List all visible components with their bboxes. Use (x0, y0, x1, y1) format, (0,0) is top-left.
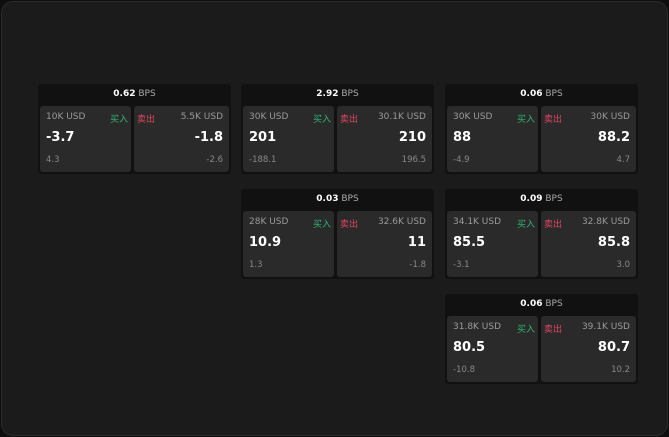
bid-price: 85.5 (453, 235, 486, 250)
spread-value: 2.92 (316, 89, 339, 99)
ask-change: 4.7 (616, 155, 630, 165)
buy-button[interactable]: 10K USD 买入 -3.7 4.3 (40, 106, 131, 172)
quote-card: 0.03 BPS 28K USD 买入 10.9 1.3 卖出 32.6K US… (241, 189, 434, 279)
buy-label: 买入 (312, 220, 331, 230)
ask-change: -1.8 (409, 260, 426, 270)
sell-label: 卖出 (544, 325, 563, 335)
bid-change: -188.1 (249, 155, 277, 165)
ask-price: 210 (398, 130, 426, 145)
bid-price: 80.5 (453, 340, 486, 355)
ask-change: 3.0 (616, 260, 630, 270)
bid-size: 30K USD (453, 112, 493, 122)
ask-change: 10.2 (611, 365, 630, 375)
ask-size: 30K USD (590, 112, 630, 122)
bid-size: 31.8K USD (453, 322, 502, 332)
spread-header: 0.06 BPS (445, 294, 638, 315)
sell-label: 卖出 (137, 115, 156, 125)
quote-card: 0.62 BPS 10K USD 买入 -3.7 4.3 卖出 5.5K USD… (38, 84, 231, 174)
buy-label: 买入 (516, 115, 535, 125)
bid-price: 88 (453, 130, 472, 145)
spread-unit: BPS (545, 299, 563, 309)
spread-unit: BPS (545, 89, 563, 99)
quote-card: 2.92 BPS 30K USD 买入 201 -188.1 卖出 30.1K … (241, 84, 434, 174)
ask-size: 5.5K USD (180, 112, 223, 122)
buy-button[interactable]: 34.1K USD 买入 85.5 -3.1 (447, 211, 538, 277)
buy-label: 买入 (516, 220, 535, 230)
sell-button[interactable]: 卖出 30K USD 88.2 4.7 (541, 106, 636, 172)
buy-button[interactable]: 30K USD 买入 88 -4.9 (447, 106, 538, 172)
quote-card: 0.09 BPS 34.1K USD 买入 85.5 -3.1 卖出 32.8K… (445, 189, 638, 279)
buy-button[interactable]: 30K USD 买入 201 -188.1 (243, 106, 334, 172)
sell-button[interactable]: 卖出 5.5K USD -1.8 -2.6 (134, 106, 229, 172)
sell-button[interactable]: 卖出 32.8K USD 85.8 3.0 (541, 211, 636, 277)
spread-value: 0.06 (520, 89, 543, 99)
ask-size: 39.1K USD (581, 322, 630, 332)
buy-label: 买入 (109, 115, 128, 125)
spread-header: 2.92 BPS (241, 84, 434, 105)
sell-button[interactable]: 卖出 32.6K USD 11 -1.8 (337, 211, 432, 277)
ask-change: -2.6 (206, 155, 223, 165)
buy-button[interactable]: 28K USD 买入 10.9 1.3 (243, 211, 334, 277)
sell-label: 卖出 (340, 115, 359, 125)
ask-size: 32.8K USD (581, 217, 630, 227)
ask-price: 85.8 (597, 235, 630, 250)
ask-price: 80.7 (597, 340, 630, 355)
buy-label: 买入 (516, 325, 535, 335)
bid-change: 4.3 (46, 155, 60, 165)
spread-value: 0.62 (113, 89, 136, 99)
spread-header: 0.09 BPS (445, 189, 638, 210)
ask-size: 32.6K USD (377, 217, 426, 227)
quote-card: 0.06 BPS 30K USD 买入 88 -4.9 卖出 30K USD 8… (445, 84, 638, 174)
spread-header: 0.06 BPS (445, 84, 638, 105)
bid-change: 1.3 (249, 260, 263, 270)
bid-price: 10.9 (249, 235, 282, 250)
buy-button[interactable]: 31.8K USD 买入 80.5 -10.8 (447, 316, 538, 382)
bid-change: -4.9 (453, 155, 470, 165)
sell-label: 卖出 (340, 220, 359, 230)
bid-change: -10.8 (453, 365, 475, 375)
spread-header: 0.03 BPS (241, 189, 434, 210)
bid-size: 10K USD (46, 112, 86, 122)
buy-label: 买入 (312, 115, 331, 125)
bid-size: 30K USD (249, 112, 289, 122)
quote-card: 0.06 BPS 31.8K USD 买入 80.5 -10.8 卖出 39.1… (445, 294, 638, 384)
ask-size: 30.1K USD (377, 112, 426, 122)
ask-price: -1.8 (194, 130, 223, 145)
sell-label: 卖出 (544, 220, 563, 230)
spread-value: 0.03 (316, 194, 339, 204)
spread-unit: BPS (138, 89, 156, 99)
spread-value: 0.06 (520, 299, 543, 309)
ask-change: 196.5 (401, 155, 426, 165)
bid-size: 28K USD (249, 217, 289, 227)
ask-price: 11 (407, 235, 426, 250)
sell-button[interactable]: 卖出 30.1K USD 210 196.5 (337, 106, 432, 172)
spread-unit: BPS (545, 194, 563, 204)
sell-button[interactable]: 卖出 39.1K USD 80.7 10.2 (541, 316, 636, 382)
spread-unit: BPS (341, 194, 359, 204)
spread-header: 0.62 BPS (38, 84, 231, 105)
spread-value: 0.09 (520, 194, 543, 204)
bid-size: 34.1K USD (453, 217, 502, 227)
bid-price: 201 (249, 130, 277, 145)
spread-unit: BPS (341, 89, 359, 99)
sell-label: 卖出 (544, 115, 563, 125)
bid-price: -3.7 (46, 130, 75, 145)
bid-change: -3.1 (453, 260, 470, 270)
ask-price: 88.2 (597, 130, 630, 145)
